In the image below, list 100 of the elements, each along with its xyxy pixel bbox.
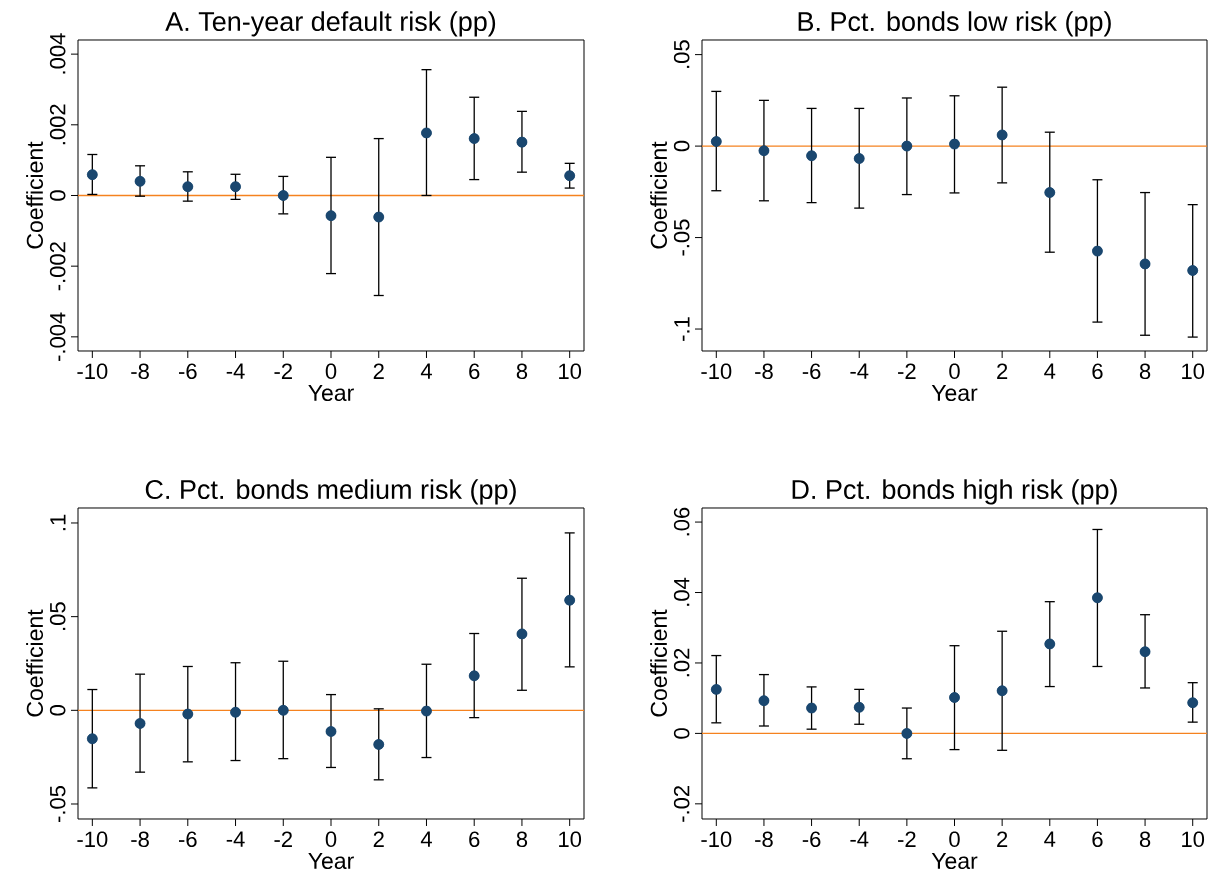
point [1092, 592, 1103, 603]
x-tick-label: -4 [850, 831, 869, 847]
x-tick-label: -10 [701, 363, 732, 380]
y-tick-label: 0 [49, 705, 66, 716]
point [134, 718, 146, 729]
x-tick-label: -2 [898, 363, 916, 379]
point [996, 129, 1008, 141]
point [182, 708, 193, 720]
y-tick-label: -.05 [49, 785, 66, 822]
y-tick-label: .002 [49, 104, 66, 145]
x-tick-label: 6 [1092, 831, 1103, 848]
x-tick-label: 4 [420, 831, 432, 847]
y-axis-title: Coefficient [26, 141, 44, 249]
point [1187, 697, 1198, 708]
y-tick-label: 0 [673, 140, 690, 152]
point [516, 136, 528, 148]
x-tick-label: 4 [1044, 831, 1056, 847]
x-tick-label: -8 [131, 831, 149, 848]
point [230, 181, 241, 192]
x-tick-label: 6 [469, 363, 480, 380]
x-axis-title: Year [931, 852, 978, 869]
point [996, 685, 1008, 696]
x-tick-label: -2 [898, 831, 916, 847]
x-tick-label: -6 [802, 831, 821, 848]
y-tick-label: .05 [49, 602, 66, 630]
x-tick-label: -4 [226, 363, 245, 379]
x-tick-label: 8 [1139, 831, 1151, 848]
point [1139, 646, 1151, 657]
y-tick-label: .004 [49, 33, 66, 74]
point [758, 695, 770, 706]
x-tick-label: -10 [77, 831, 108, 848]
y-axis-title: Coefficient [26, 609, 44, 717]
point [230, 707, 241, 718]
point [711, 684, 722, 695]
x-tick-label: 0 [325, 363, 337, 380]
x-tick-label: -2 [274, 363, 292, 379]
x-tick-label: 10 [1182, 363, 1205, 380]
point [134, 176, 146, 187]
point [469, 670, 480, 682]
x-tick-label: 10 [559, 831, 582, 848]
point [901, 140, 913, 152]
y-tick-label: -.002 [49, 242, 66, 291]
point [325, 210, 337, 221]
point [758, 145, 770, 156]
y-axis-title: Coefficient [650, 141, 668, 249]
x-axis-title: Year [308, 852, 354, 869]
point [469, 133, 480, 144]
point [1139, 258, 1151, 270]
x-tick-label: 0 [325, 831, 337, 848]
point [182, 181, 193, 192]
point [854, 702, 865, 713]
x-tick-label: -4 [850, 363, 869, 379]
point [278, 190, 289, 201]
x-axis-title: Year [308, 384, 354, 402]
point [949, 138, 960, 150]
y-tick-label: .1 [50, 514, 66, 531]
x-tick-label: -6 [802, 363, 821, 380]
point [325, 726, 337, 737]
point [1092, 245, 1103, 257]
y-axis-title: Coefficient [650, 609, 668, 717]
point [1044, 638, 1055, 650]
x-tick-label: 2 [373, 831, 384, 847]
x-tick-label: 0 [949, 831, 960, 848]
point [806, 702, 817, 714]
point [1187, 265, 1198, 276]
x-tick-label: -10 [77, 363, 108, 380]
chart-title: B. Pct. bonds low risk (pp) [798, 11, 1111, 37]
y-tick-label: .04 [673, 577, 690, 606]
x-tick-label: 8 [516, 831, 528, 848]
point [373, 739, 384, 750]
x-tick-label: 6 [469, 831, 480, 848]
x-tick-label: 8 [1139, 363, 1151, 380]
x-tick-label: 0 [949, 363, 960, 380]
y-tick-label: -.02 [673, 785, 690, 822]
x-tick-label: 2 [997, 831, 1008, 847]
point [564, 594, 575, 606]
point [87, 169, 98, 180]
x-tick-label: -2 [274, 831, 292, 847]
point [421, 127, 432, 139]
x-tick-label: -8 [131, 363, 149, 380]
y-tick-label: -.1 [674, 317, 690, 341]
x-tick-label: -8 [755, 831, 773, 848]
point [949, 692, 960, 703]
x-tick-label: -6 [178, 363, 197, 380]
point [87, 733, 98, 744]
y-tick-label: 0 [673, 728, 690, 739]
y-tick-label: -.004 [49, 312, 66, 361]
point [1044, 187, 1055, 198]
x-tick-label: 8 [516, 363, 528, 380]
point [711, 136, 722, 147]
x-tick-label: 6 [1092, 363, 1103, 380]
x-tick-label: 2 [997, 363, 1008, 379]
x-tick-label: -8 [755, 363, 773, 380]
point [901, 728, 913, 739]
point [516, 628, 528, 640]
x-tick-label: -6 [178, 831, 197, 848]
point [373, 211, 384, 223]
y-tick-label: .06 [673, 507, 690, 536]
point [854, 153, 865, 164]
point [564, 170, 575, 181]
